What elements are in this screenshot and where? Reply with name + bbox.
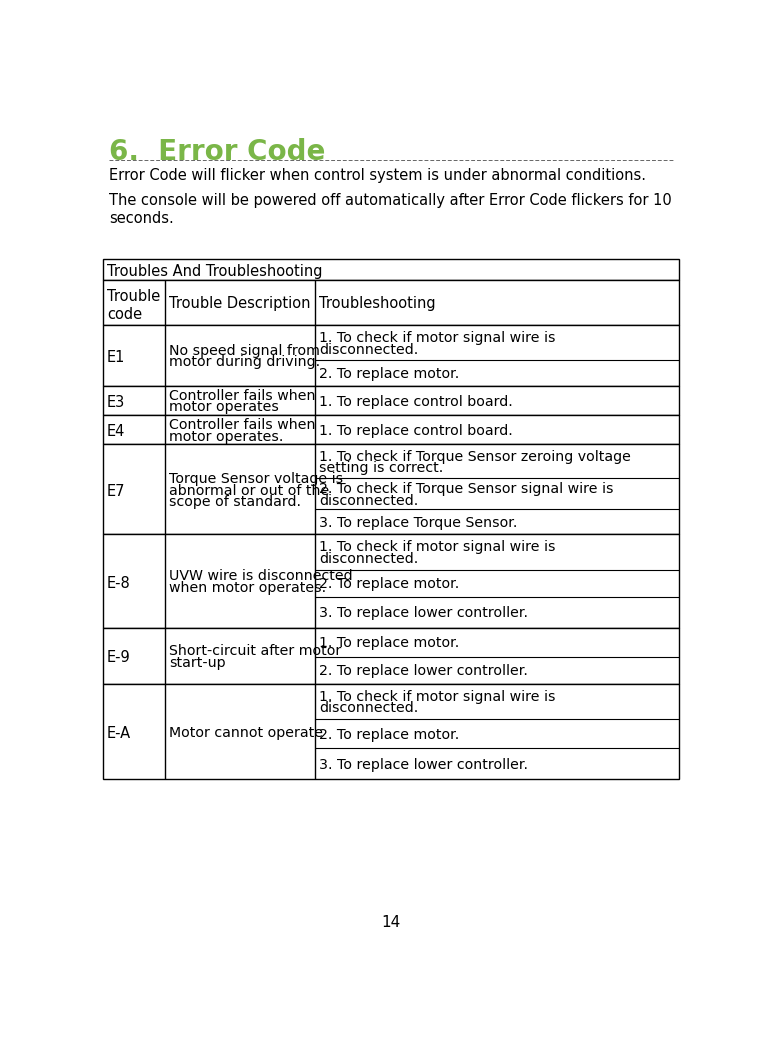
Text: 3. To replace Torque Sensor.: 3. To replace Torque Sensor. xyxy=(320,515,518,530)
Bar xyxy=(103,325,679,386)
Text: motor during driving.: motor during driving. xyxy=(169,356,320,369)
Text: Motor cannot operate: Motor cannot operate xyxy=(169,726,323,740)
Text: 2. To replace motor.: 2. To replace motor. xyxy=(320,367,459,381)
Text: Troubleshooting: Troubleshooting xyxy=(319,296,435,310)
Text: 1. To replace control board.: 1. To replace control board. xyxy=(320,424,513,438)
Text: E4: E4 xyxy=(107,424,125,440)
Text: E3: E3 xyxy=(107,394,125,410)
Text: Troubles And Troubleshooting: Troubles And Troubleshooting xyxy=(107,264,323,279)
Text: disconnected.: disconnected. xyxy=(320,552,419,566)
Text: motor operates: motor operates xyxy=(169,401,278,414)
Bar xyxy=(103,280,679,325)
Text: Controller fails when: Controller fails when xyxy=(169,389,315,403)
Text: setting is correct.: setting is correct. xyxy=(320,461,443,476)
Bar xyxy=(103,259,679,280)
Text: 1. To check if Torque Sensor zeroing voltage: 1. To check if Torque Sensor zeroing vol… xyxy=(320,449,631,464)
Text: E-8: E-8 xyxy=(107,575,130,590)
Text: disconnected.: disconnected. xyxy=(320,702,419,715)
Text: 2. To replace motor.: 2. To replace motor. xyxy=(320,578,459,591)
Text: E-A: E-A xyxy=(107,726,131,741)
Text: 1. To check if motor signal wire is: 1. To check if motor signal wire is xyxy=(320,690,556,704)
Text: E7: E7 xyxy=(107,484,125,499)
Text: Short-circuit after motor: Short-circuit after motor xyxy=(169,644,341,659)
Text: disconnected.: disconnected. xyxy=(320,343,419,357)
Text: 3. To replace lower controller.: 3. To replace lower controller. xyxy=(320,758,528,772)
Text: start-up: start-up xyxy=(169,655,226,670)
Text: The console will be powered off automatically after Error Code flickers for 10
s: The console will be powered off automati… xyxy=(109,194,672,225)
Text: No speed signal from: No speed signal from xyxy=(169,344,320,358)
Text: 3. To replace lower controller.: 3. To replace lower controller. xyxy=(320,606,528,621)
Bar xyxy=(103,444,679,534)
Bar xyxy=(103,627,679,684)
Text: 1. To replace motor.: 1. To replace motor. xyxy=(320,636,459,650)
Text: 2. To replace motor.: 2. To replace motor. xyxy=(320,728,459,742)
Text: 2. To check if Torque Sensor signal wire is: 2. To check if Torque Sensor signal wire… xyxy=(320,482,614,495)
Text: Torque Sensor voltage is: Torque Sensor voltage is xyxy=(169,472,343,486)
Text: 1. To check if motor signal wire is: 1. To check if motor signal wire is xyxy=(320,331,556,345)
Text: 14: 14 xyxy=(381,915,401,930)
Text: Controller fails when: Controller fails when xyxy=(169,418,315,432)
Text: disconnected.: disconnected. xyxy=(320,493,419,507)
Text: abnormal or out of the: abnormal or out of the xyxy=(169,484,330,498)
Text: 6.  Error Code: 6. Error Code xyxy=(109,138,326,166)
Text: when motor operates.: when motor operates. xyxy=(169,581,326,595)
Text: Trouble
code: Trouble code xyxy=(107,289,160,322)
Text: motor operates.: motor operates. xyxy=(169,429,283,444)
Text: 1. To replace control board.: 1. To replace control board. xyxy=(320,394,513,408)
Text: 2. To replace lower controller.: 2. To replace lower controller. xyxy=(320,665,528,679)
Bar xyxy=(103,534,679,627)
Bar xyxy=(103,684,679,780)
Bar xyxy=(103,386,679,414)
Text: E1: E1 xyxy=(107,350,125,365)
Text: Error Code will flicker when control system is under abnormal conditions.: Error Code will flicker when control sys… xyxy=(109,168,646,183)
Text: scope of standard.: scope of standard. xyxy=(169,495,301,509)
Text: Trouble Description: Trouble Description xyxy=(169,296,311,310)
Bar xyxy=(103,414,679,444)
Text: E-9: E-9 xyxy=(107,650,130,665)
Text: UVW wire is disconnected: UVW wire is disconnected xyxy=(169,569,353,584)
Text: 1. To check if motor signal wire is: 1. To check if motor signal wire is xyxy=(320,541,556,554)
